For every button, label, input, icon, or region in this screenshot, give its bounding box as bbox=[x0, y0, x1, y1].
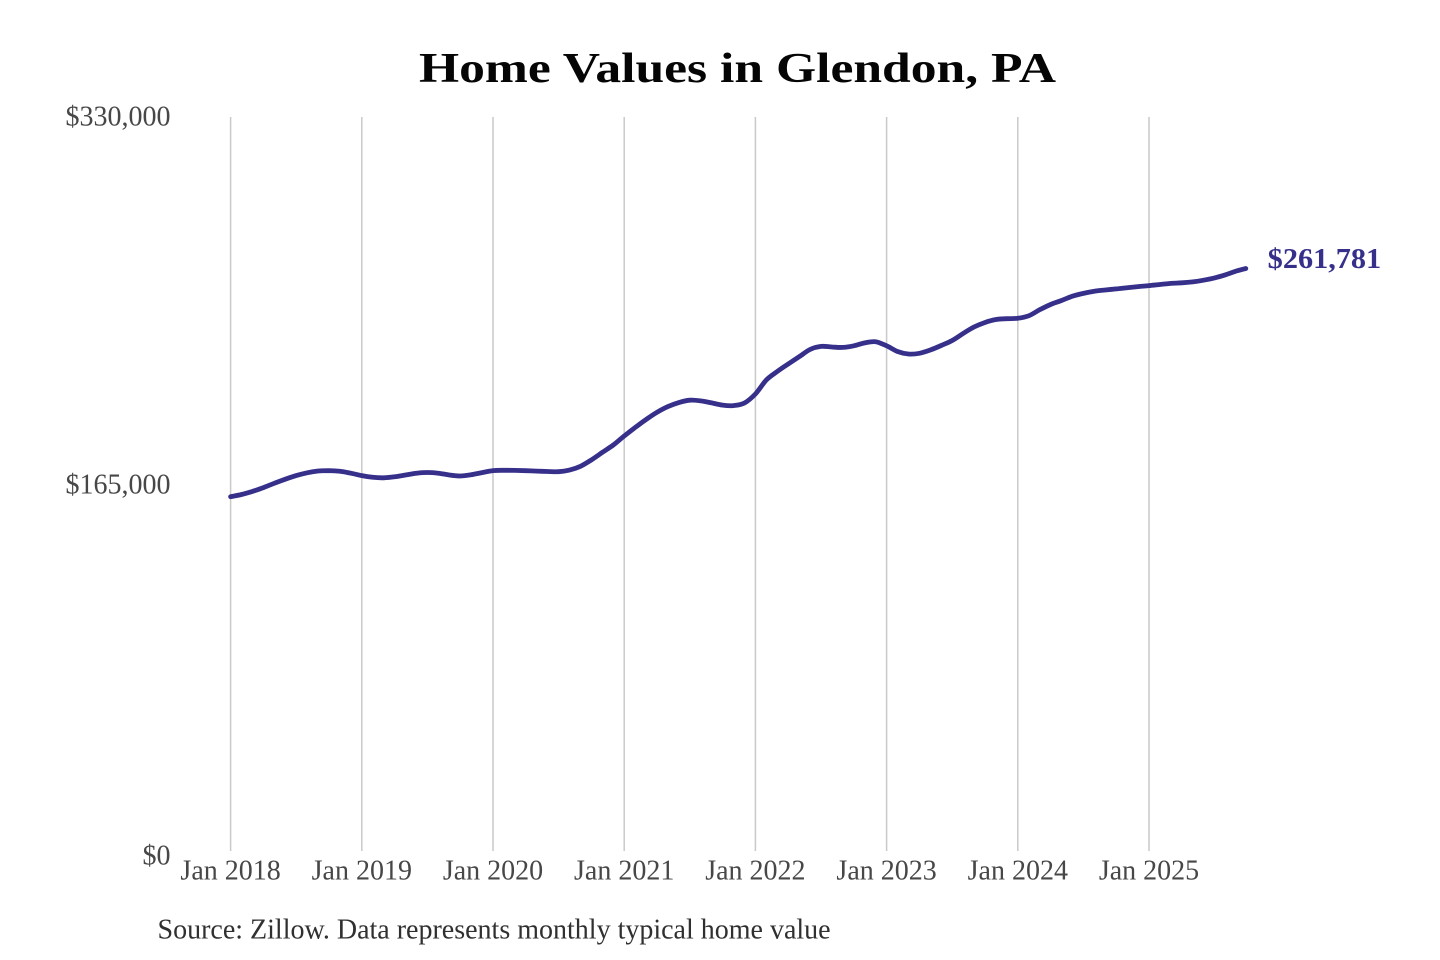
svg-text:Jan 2024: Jan 2024 bbox=[968, 856, 1068, 887]
svg-text:Jan 2023: Jan 2023 bbox=[836, 856, 936, 887]
svg-text:$261,781: $261,781 bbox=[1268, 244, 1382, 275]
svg-text:$0: $0 bbox=[143, 840, 171, 871]
svg-text:Jan 2018: Jan 2018 bbox=[180, 856, 280, 887]
svg-text:Jan 2025: Jan 2025 bbox=[1099, 856, 1199, 887]
svg-text:Jan 2020: Jan 2020 bbox=[443, 856, 543, 887]
svg-text:Jan 2022: Jan 2022 bbox=[705, 856, 805, 887]
svg-text:$330,000: $330,000 bbox=[66, 101, 171, 132]
svg-text:Jan 2019: Jan 2019 bbox=[312, 856, 412, 887]
svg-text:Source: Zillow. Data represent: Source: Zillow. Data represents monthly … bbox=[158, 914, 831, 945]
svg-text:Jan 2021: Jan 2021 bbox=[574, 856, 674, 887]
svg-text:$165,000: $165,000 bbox=[66, 469, 171, 500]
svg-text:Home Values in Glendon, PA: Home Values in Glendon, PA bbox=[419, 46, 1057, 92]
